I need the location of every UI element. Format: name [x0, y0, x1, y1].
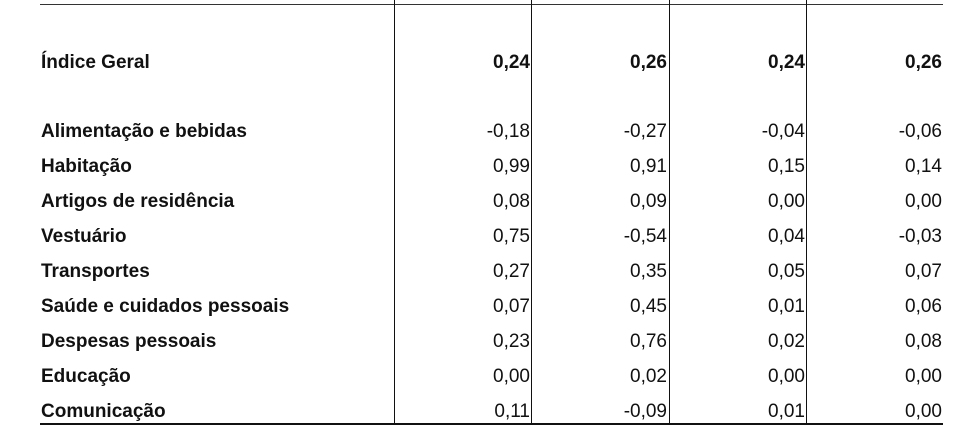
row-label: Índice Geral	[41, 52, 150, 73]
cell-value: -0,18	[486, 121, 530, 142]
cell-value: -0,54	[623, 226, 667, 247]
cell-value: 0,08	[493, 191, 530, 212]
cell-value: 0,26	[630, 52, 667, 73]
row-label: Artigos de residência	[41, 191, 235, 212]
cell-value: 0,24	[768, 52, 805, 73]
cell-value: 0,00	[905, 366, 942, 387]
table-top-rule	[40, 4, 943, 5]
table-row: Comunicação 0,11 -0,09 0,01 0,00	[0, 399, 971, 425]
cell-value: 0,00	[905, 401, 942, 422]
table-row: Despesas pessoais 0,23 0,76 0,02 0,08	[0, 329, 971, 355]
cell-value: 0,11	[494, 401, 530, 422]
row-label: Transportes	[41, 261, 150, 282]
column-divider-4	[806, 0, 807, 424]
table-row: Habitação 0,99 0,91 0,15 0,14	[0, 154, 971, 180]
table-bottom-rule	[40, 423, 943, 425]
cell-value: 0,09	[630, 191, 667, 212]
cell-value: 0,08	[905, 331, 942, 352]
row-label: Despesas pessoais	[41, 331, 217, 352]
cell-value: -0,03	[898, 226, 942, 247]
cell-value: 0,01	[768, 296, 805, 317]
cell-value: 0,05	[768, 261, 805, 282]
cell-value: 0,75	[493, 226, 530, 247]
cell-value: 0,35	[630, 261, 667, 282]
cell-value: 0,76	[630, 331, 667, 352]
cell-value: 0,24	[493, 52, 530, 73]
cell-value: 0,07	[493, 296, 530, 317]
cell-value: 0,23	[493, 331, 530, 352]
cell-value: 0,01	[768, 401, 805, 422]
cell-value: 0,91	[630, 156, 667, 177]
table-row: Transportes 0,27 0,35 0,05 0,07	[0, 259, 971, 285]
cell-value: 0,15	[768, 156, 805, 177]
cell-value: 0,02	[630, 366, 667, 387]
cell-value: 0,99	[493, 156, 530, 177]
cell-value: -0,09	[623, 401, 667, 422]
column-divider-3	[669, 0, 670, 424]
cell-value: 0,02	[768, 331, 805, 352]
table-row: Educação 0,00 0,02 0,00 0,00	[0, 364, 971, 390]
row-label: Alimentação e bebidas	[41, 121, 247, 142]
column-divider-1	[394, 0, 395, 424]
cell-value: -0,27	[623, 121, 667, 142]
cell-value: 0,00	[768, 366, 805, 387]
row-label: Vestuário	[41, 226, 127, 247]
table-row: Vestuário 0,75 -0,54 0,04 -0,03	[0, 224, 971, 250]
table-row: Artigos de residência 0,08 0,09 0,00 0,0…	[0, 189, 971, 215]
row-label: Habitação	[41, 156, 132, 177]
table-row: Saúde e cuidados pessoais 0,07 0,45 0,01…	[0, 294, 971, 320]
cell-value: 0,45	[630, 296, 667, 317]
cell-value: -0,06	[898, 121, 942, 142]
row-label: Saúde e cuidados pessoais	[41, 296, 290, 317]
cell-value: 0,14	[905, 156, 942, 177]
cell-value: 0,07	[905, 261, 942, 282]
table-row-indice-geral: Índice Geral 0,24 0,26 0,24 0,26	[0, 50, 971, 76]
cell-value: 0,04	[768, 226, 805, 247]
table-row: Alimentação e bebidas -0,18 -0,27 -0,04 …	[0, 119, 971, 145]
cell-value: 0,06	[905, 296, 942, 317]
row-label: Educação	[41, 366, 131, 387]
cell-value: 0,00	[905, 191, 942, 212]
cell-value: 0,00	[768, 191, 805, 212]
row-label: Comunicação	[41, 401, 166, 422]
cell-value: -0,04	[761, 121, 805, 142]
cell-value: 0,26	[905, 52, 942, 73]
cell-value: 0,00	[493, 366, 530, 387]
cell-value: 0,27	[493, 261, 530, 282]
column-divider-2	[531, 0, 532, 424]
